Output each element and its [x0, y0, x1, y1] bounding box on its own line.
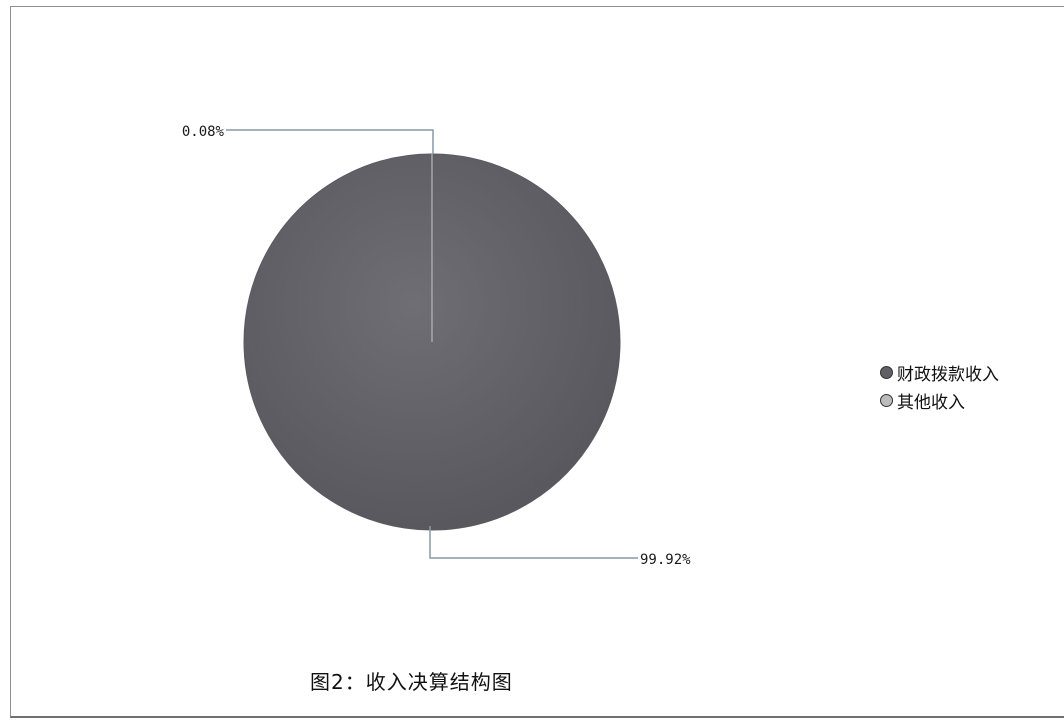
leader-line-fiscal-appropriation [429, 526, 638, 559]
legend-swatch-dark-icon [880, 365, 893, 379]
chart-frame [10, 6, 1064, 718]
legend-label: 财政拨款收入 [897, 364, 999, 385]
leader-lines [226, 129, 638, 559]
legend-label: 其他收入 [897, 392, 965, 413]
slice-label-other-income: 0.08% [182, 124, 225, 140]
slice-label-fiscal-appropriation: 99.92% [640, 552, 691, 568]
legend: 财政拨款收入 其他收入 [880, 358, 999, 414]
leader-line-other-income [226, 129, 434, 154]
legend-swatch-light-icon [880, 393, 893, 407]
legend-item-other-income: 其他收入 [880, 386, 999, 414]
pie-slices [243, 153, 621, 531]
figure-caption: 图2：收入决算结构图 [310, 670, 513, 694]
legend-item-fiscal-appropriation: 财政拨款收入 [880, 358, 999, 386]
